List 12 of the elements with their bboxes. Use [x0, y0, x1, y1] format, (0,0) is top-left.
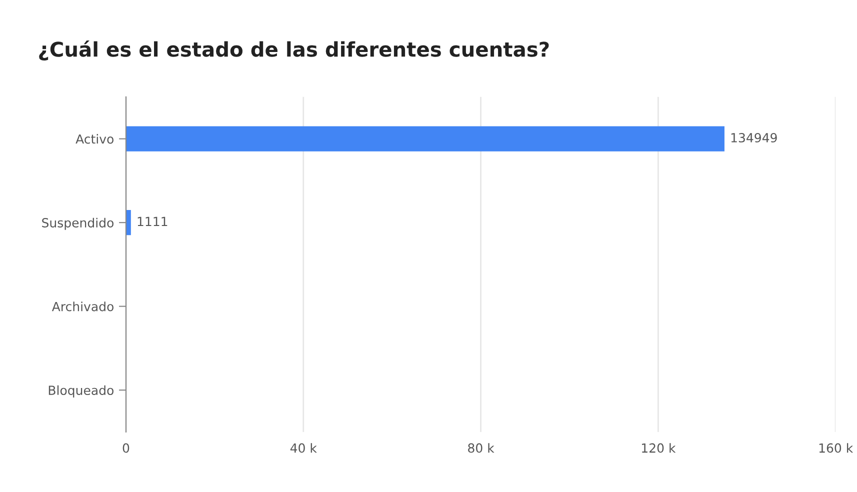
x-tick-label: 120 k	[642, 443, 676, 453]
y-tick-label: Archivado	[52, 302, 114, 312]
x-tick-label: 160 k	[819, 443, 854, 453]
y-tick-label: Activo	[76, 134, 114, 144]
x-tick-label: 40 k	[290, 443, 317, 453]
y-tick-label: Bloqueado	[48, 385, 114, 398]
y-tick-label: Suspendido	[42, 218, 114, 230]
x-tick-label: 0	[122, 443, 130, 453]
data-label: 134949	[731, 132, 777, 142]
x-tick-label: 80 k	[468, 443, 494, 453]
data-label: 1111	[138, 216, 168, 226]
chart-title: ¿Cuál es el estado de las diferentes cuentas?	[39, 40, 549, 61]
